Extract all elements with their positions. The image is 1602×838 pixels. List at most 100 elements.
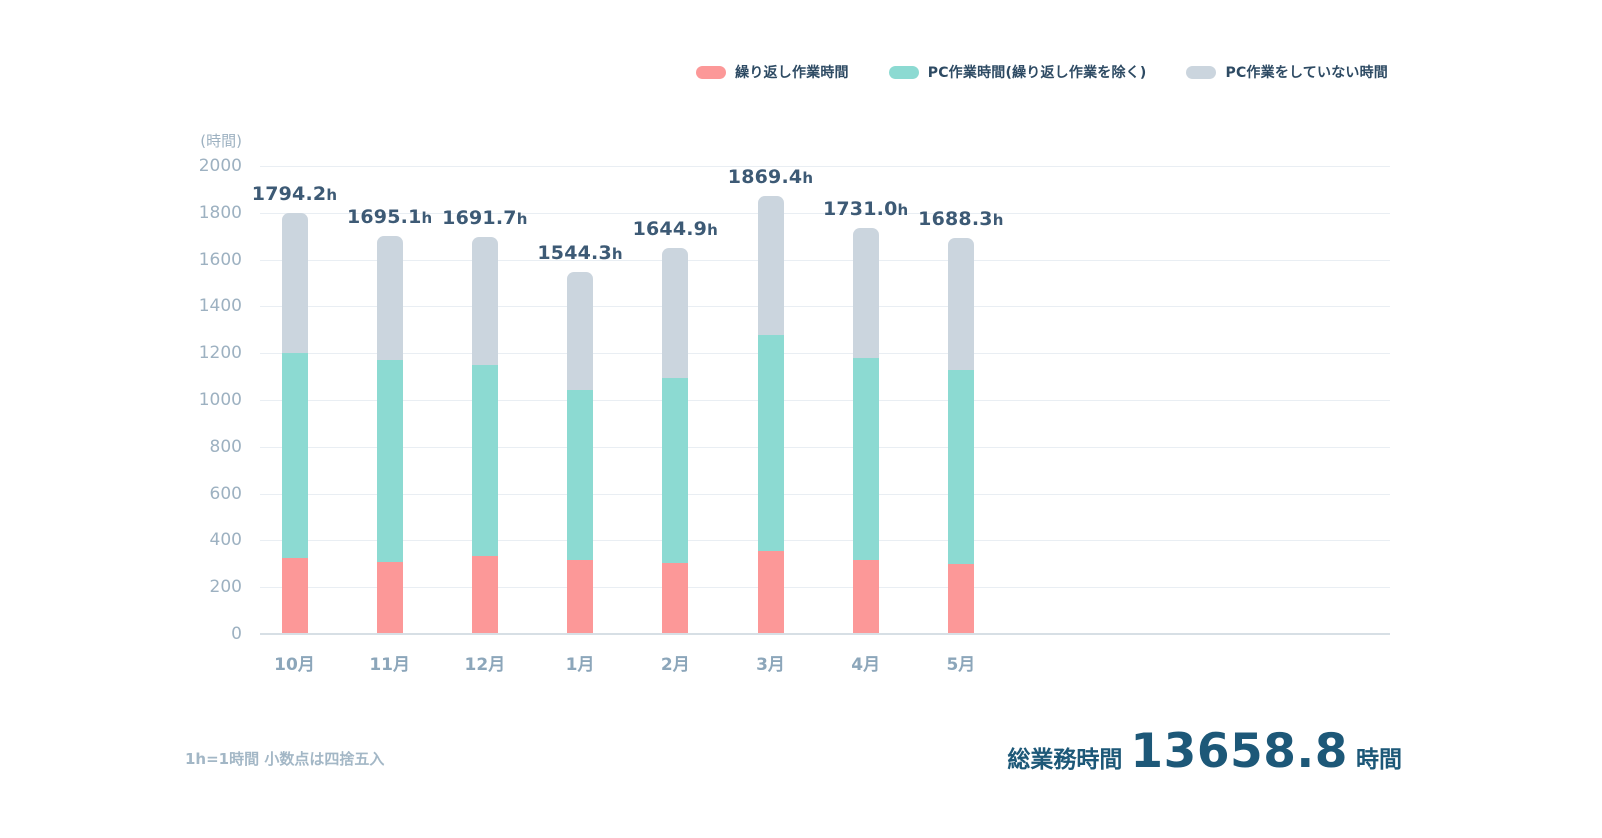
y-axis-tick-label: 1200 (198, 343, 242, 364)
bar-segment-繰り返し作業時間 (757, 551, 784, 633)
bar-3月 (757, 195, 784, 633)
bar-total-unit: h (802, 168, 814, 187)
x-axis-label-2月: 2月 (660, 655, 690, 675)
gridline (260, 166, 1390, 167)
bar-total-label: 1731.0h (796, 197, 936, 222)
legend-item[interactable]: 繰り返し作業時間 (696, 62, 849, 82)
bar-total-value: 1869.4 (727, 165, 803, 188)
y-axis-tick-label: 1000 (198, 390, 242, 410)
bar-1月 (567, 271, 594, 633)
bar-segment-PC作業時間(繰り返し作業を除く) (757, 334, 784, 552)
x-axis-label-10月: 10月 (274, 655, 315, 675)
chart-legend: 繰り返し作業時間 PC作業時間(繰り返し作業を除く) PC作業をしていない時間 (696, 62, 1388, 82)
gridline (260, 259, 1390, 261)
y-axis-tick-label: 2000 (198, 156, 242, 176)
legend-label: PC作業時間(繰り返し作業を除く) (927, 65, 1147, 81)
bar-segment-繰り返し作業時間 (376, 561, 403, 633)
total-hours-value: 13658.8 (1130, 724, 1348, 779)
gridline (260, 446, 1390, 448)
bar-12月 (471, 237, 498, 633)
bar-total-label: 1695.1h (320, 205, 460, 230)
x-axis-label-12月: 12月 (464, 655, 506, 675)
x-axis-label-1月: 1月 (565, 655, 595, 675)
bar-segment-PC作業時間(繰り返し作業を除く) (471, 365, 498, 556)
bar-segment-繰り返し作業時間 (281, 557, 308, 633)
legend-color-chip (888, 65, 919, 79)
bar-11月 (376, 236, 403, 633)
total-hours-summary: 総業務時間 13658.8 時間 (1007, 724, 1402, 779)
y-axis-tick-label: 1400 (198, 296, 242, 317)
bar-segment-PC作業をしていない時間 (947, 237, 974, 370)
y-axis-tick-label: 200 (209, 577, 242, 598)
bar-total-value: 1731.0 (822, 197, 898, 220)
total-hours-unit: 時間 (1356, 747, 1402, 773)
bar-10月 (281, 213, 308, 633)
y-axis-tick-label: 800 (209, 436, 242, 457)
bar-total-unit: h (611, 244, 623, 263)
bar-total-label: 1644.9h (605, 217, 745, 242)
bar-segment-PC作業をしていない時間 (662, 248, 689, 378)
x-axis-label-3月: 3月 (756, 655, 785, 675)
bar-total-unit: h (516, 210, 528, 229)
bar-total-value: 1688.3 (918, 207, 993, 230)
bar-segment-PC作業をしていない時間 (852, 227, 879, 359)
bar-segment-PC作業をしていない時間 (281, 213, 308, 354)
bar-total-label: 1794.2h (225, 182, 365, 207)
x-axis-label-4月: 4月 (851, 655, 881, 675)
bar-segment-PC作業時間(繰り返し作業を除く) (662, 377, 689, 563)
y-axis-tick-label: 400 (209, 530, 242, 551)
bar-segment-PC作業時間(繰り返し作業を除く) (852, 358, 879, 561)
gridline (260, 212, 1390, 214)
gridline (260, 353, 1390, 355)
x-axis-label-5月: 5月 (946, 655, 976, 675)
bar-total-label: 1691.7h (415, 206, 555, 231)
bar-segment-繰り返し作業時間 (852, 560, 879, 633)
bar-segment-PC作業時間(繰り返し作業を除く) (281, 353, 308, 558)
bar-segment-PC作業時間(繰り返し作業を除く) (567, 389, 594, 561)
bar-total-unit: h (897, 200, 909, 219)
bar-total-value: 1691.7 (442, 207, 517, 230)
legend-item[interactable]: PC作業をしていない時間 (1186, 62, 1388, 82)
bar-5月 (947, 237, 974, 633)
x-axis-line (260, 633, 1390, 635)
gridline (260, 400, 1390, 401)
bar-segment-PC作業時間(繰り返し作業を除く) (947, 369, 974, 564)
bar-segment-繰り返し作業時間 (662, 562, 689, 633)
bar-total-unit: h (421, 209, 433, 228)
y-axis-tick-label: 0 (231, 624, 242, 644)
bar-total-value: 1544.3 (537, 241, 612, 264)
bar-segment-PC作業をしていない時間 (567, 271, 594, 390)
bar-4月 (852, 227, 879, 633)
gridline (260, 587, 1390, 589)
bar-total-unit: h (326, 186, 338, 205)
bar-segment-PC作業時間(繰り返し作業を除く) (376, 360, 403, 562)
legend-label: 繰り返し作業時間 (735, 65, 849, 81)
y-axis-unit-label: (時間) (200, 132, 242, 150)
y-axis-tick-label: 1800 (198, 202, 242, 223)
legend-item[interactable]: PC作業時間(繰り返し作業を除く) (888, 62, 1147, 82)
bar-total-label: 1544.3h (510, 241, 650, 266)
legend-color-chip (1186, 65, 1217, 79)
bar-segment-PC作業をしていない時間 (471, 237, 498, 366)
y-axis-tick-label: 600 (209, 483, 242, 504)
bar-total-label: 1688.3h (891, 207, 1031, 232)
bar-segment-PC作業をしていない時間 (757, 195, 784, 335)
gridline (260, 306, 1390, 308)
bar-segment-PC作業をしていない時間 (376, 236, 403, 361)
footnote: 1h=1時間 小数点は四捨五入 (185, 750, 385, 768)
gridline (260, 540, 1390, 542)
y-axis-tick-label: 1600 (198, 249, 242, 270)
bar-2月 (662, 248, 689, 633)
x-axis-label-11月: 11月 (369, 655, 411, 675)
bar-segment-繰り返し作業時間 (567, 560, 594, 633)
bar-total-label: 1869.4h (701, 165, 841, 190)
legend-color-chip (696, 65, 727, 79)
gridline (260, 493, 1390, 495)
bar-total-value: 1644.9 (632, 218, 708, 241)
bar-total-value: 1695.1 (346, 206, 422, 229)
bar-total-unit: h (707, 221, 718, 240)
bar-total-unit: h (992, 210, 1004, 229)
bar-segment-繰り返し作業時間 (947, 563, 974, 633)
bar-segment-繰り返し作業時間 (471, 555, 498, 633)
